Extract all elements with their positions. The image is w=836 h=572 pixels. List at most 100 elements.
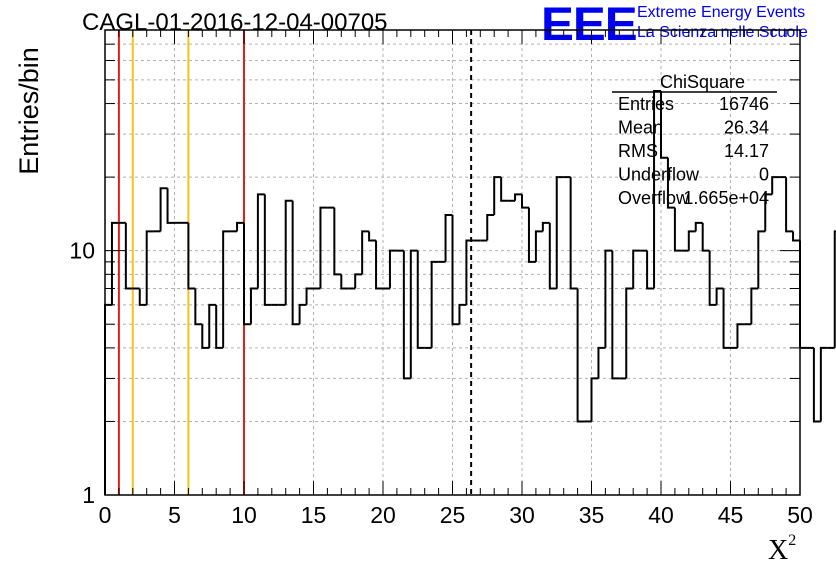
histogram-bin <box>653 90 661 289</box>
x-tick-label: 45 <box>718 502 744 528</box>
histogram-bin <box>333 207 342 276</box>
histogram-bin <box>527 207 536 263</box>
stats-row-value: 26.34 <box>724 118 769 138</box>
histogram-bin <box>215 304 224 349</box>
histogram-bin <box>298 303 307 325</box>
histogram-bin <box>722 288 731 349</box>
histogram-bin <box>812 347 821 423</box>
histogram-bin <box>388 249 397 289</box>
histogram-bin <box>708 250 717 306</box>
stats-row-value: 14.17 <box>724 141 769 161</box>
histogram-bin <box>611 250 620 380</box>
x-tick-label: 50 <box>787 502 813 528</box>
histogram-bin <box>402 250 411 380</box>
histogram-bin <box>208 303 217 348</box>
histogram-bin <box>646 250 655 290</box>
histogram-bin <box>236 221 244 232</box>
histogram-bin <box>604 249 613 348</box>
histogram-bin <box>819 346 828 422</box>
histogram-bin <box>340 274 349 290</box>
histogram-bin <box>764 193 773 232</box>
histogram-bin <box>375 240 383 290</box>
histogram-bin <box>500 177 509 202</box>
histogram-bin <box>194 288 203 326</box>
histogram-bin <box>104 303 112 495</box>
histogram-bin <box>792 231 800 242</box>
histogram-bin <box>416 250 425 349</box>
x-axis-label-superscript: 2 <box>788 531 797 549</box>
histogram-bin <box>361 230 370 275</box>
histogram-bin <box>291 200 300 326</box>
histogram-bin <box>785 177 794 233</box>
stats-title: ChiSquare <box>660 72 745 92</box>
y-tick-label: 10 <box>69 238 95 264</box>
histogram-bin <box>576 288 585 423</box>
x-axis-label-base: X <box>768 535 789 566</box>
histogram-bin <box>521 194 529 209</box>
x-axis-label: X2 <box>768 531 797 567</box>
histogram-bin <box>201 324 210 349</box>
histogram-bin <box>444 213 453 262</box>
histogram-bin <box>514 193 522 201</box>
histogram-bin <box>597 346 606 379</box>
histogram-bin <box>263 194 272 306</box>
x-tick-label: 5 <box>168 502 181 528</box>
histogram-bin <box>687 230 696 251</box>
x-tick-label: 10 <box>231 502 257 528</box>
histogram-bin <box>548 222 557 290</box>
histogram-bin <box>750 287 759 325</box>
histogram-bin <box>569 177 578 290</box>
histogram-bin <box>110 221 119 305</box>
histogram-bin <box>757 230 766 289</box>
histogram-bin <box>632 249 641 289</box>
stats-row-label: Overflow <box>618 188 690 208</box>
y-tick-label: 1 <box>82 482 95 508</box>
histogram-bin <box>249 287 258 325</box>
histogram-bin <box>660 91 668 159</box>
histogram-bin <box>145 230 154 305</box>
histogram-bin <box>368 231 377 242</box>
histogram-bin <box>694 221 703 232</box>
histogram-bin <box>673 207 682 252</box>
histogram-bin <box>243 222 251 326</box>
histogram-bin <box>256 193 265 289</box>
x-tick-label: 25 <box>440 502 466 528</box>
stats-row-value: 16746 <box>719 94 769 114</box>
x-tick-label: 20 <box>370 502 396 528</box>
stats-row-label: Entries <box>618 94 674 114</box>
histogram-bin <box>666 157 675 209</box>
eee-logo-mark: EEE <box>541 0 638 50</box>
histogram-bin <box>159 187 168 232</box>
x-tick-label: 40 <box>648 502 674 528</box>
stats-row-label: Underflow <box>618 165 700 185</box>
histogram-bin <box>430 260 439 348</box>
histogram-bin <box>138 288 147 306</box>
histogram-bin <box>541 221 550 232</box>
histogram-bin <box>833 230 836 348</box>
histogram-bin <box>715 287 724 305</box>
histogram-bin <box>305 287 314 305</box>
x-tick-label: 15 <box>301 502 327 528</box>
histogram-bin <box>555 176 564 289</box>
x-tick-label: 0 <box>99 502 112 528</box>
stats-row-label: Mean <box>618 118 663 138</box>
histogram-bin <box>736 323 745 348</box>
stats-row-label: RMS <box>618 141 658 161</box>
stats-row-value: 1.665e+04 <box>683 188 769 208</box>
histogram-bin <box>590 377 599 422</box>
x-tick-label: 35 <box>579 502 605 528</box>
histogram-bin <box>319 206 328 289</box>
histogram-bin <box>799 240 807 349</box>
histogram-bin <box>458 303 467 325</box>
histogram-bin <box>354 273 363 289</box>
histogram-bin <box>166 188 175 224</box>
histogram-bin <box>465 239 474 305</box>
histogram-bin <box>771 176 780 195</box>
histogram-bin <box>534 230 543 262</box>
histogram-bin <box>409 249 418 379</box>
histogram-bin <box>701 222 710 252</box>
histogram-bin <box>187 222 196 290</box>
histogram-bin <box>486 213 495 241</box>
